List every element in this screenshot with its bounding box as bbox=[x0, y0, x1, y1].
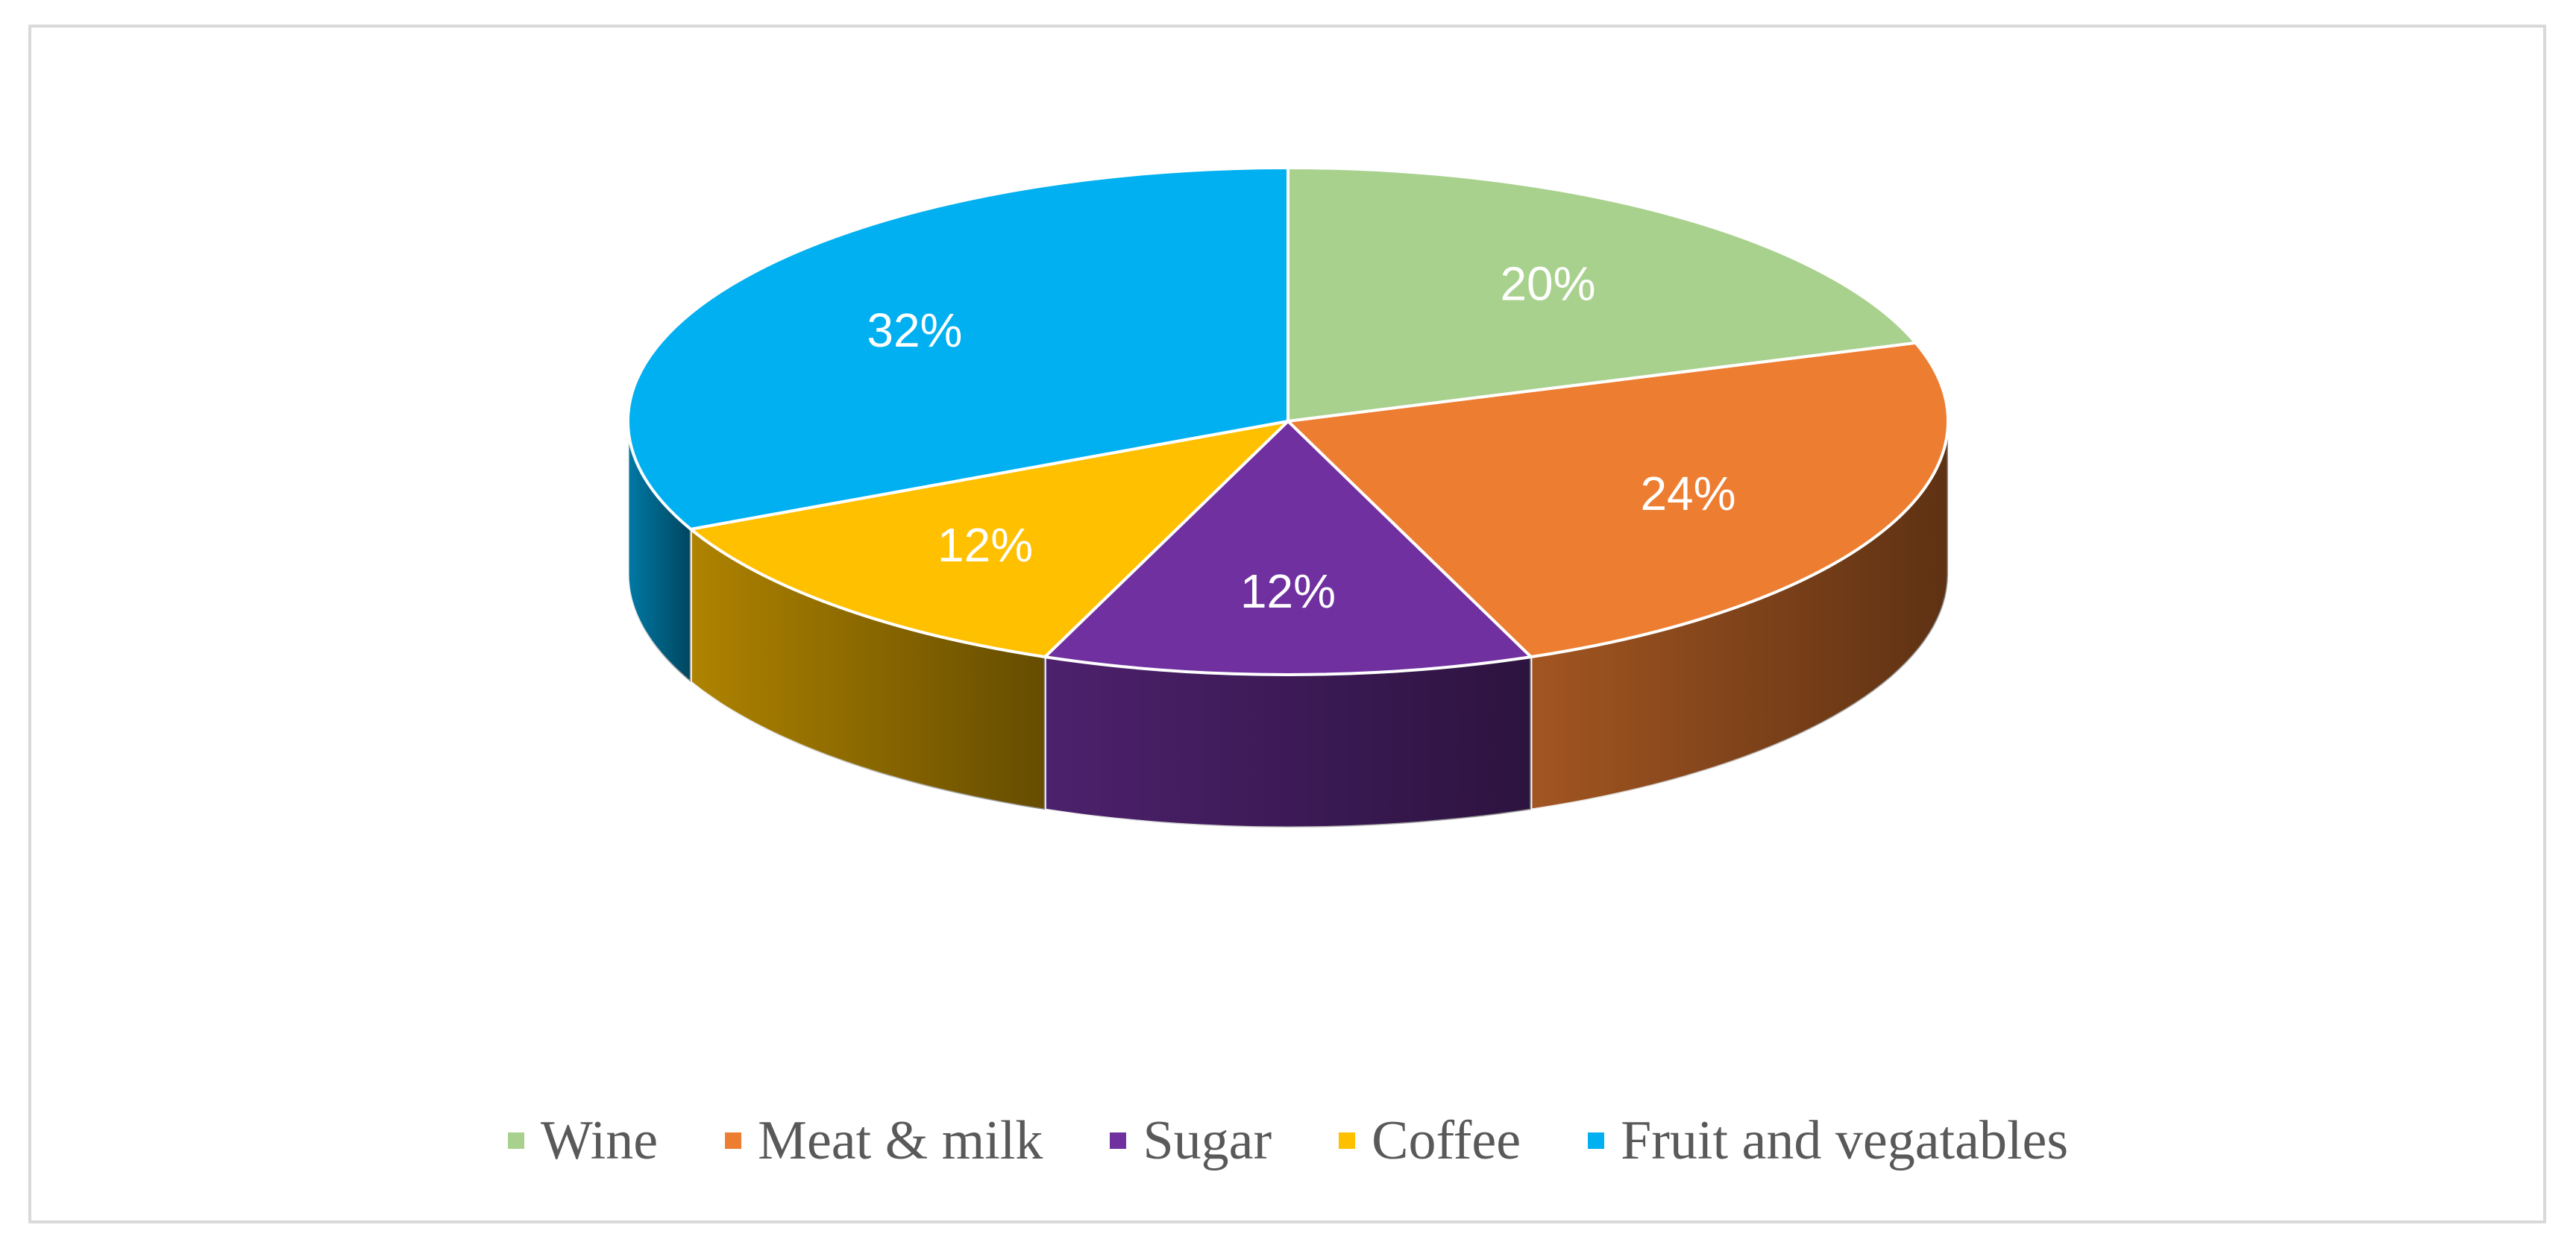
slice-side-shade-coffee bbox=[691, 529, 1046, 810]
data-label-fruit-and-vegatables: 32% bbox=[867, 303, 962, 357]
legend-label-wine: Wine bbox=[540, 1109, 659, 1171]
slice-fruit-and-vegatables bbox=[626, 166, 1289, 531]
data-label-coffee: 12% bbox=[937, 518, 1033, 572]
legend-swatch-meat-milk bbox=[725, 1132, 742, 1149]
slice-side-shade-fruit-and-vegatables bbox=[628, 421, 691, 682]
legend-label-coffee: Coffee bbox=[1372, 1109, 1521, 1171]
legend: Wine Meat & milk Sugar Coffee Fruit and vega… bbox=[0, 1103, 2576, 1178]
legend-swatch-sugar bbox=[1110, 1132, 1127, 1149]
legend-item-wine: Wine bbox=[507, 1109, 659, 1173]
slice-sugar bbox=[1043, 420, 1533, 676]
legend-label-sugar: Sugar bbox=[1143, 1109, 1272, 1171]
slice-side-shade-meat-milk bbox=[1530, 421, 1948, 810]
slice-meat-milk bbox=[1287, 341, 1950, 659]
slice-wine bbox=[1287, 166, 1917, 423]
legend-swatch-coffee bbox=[1339, 1132, 1356, 1149]
slice-side-shade-sugar bbox=[1045, 657, 1531, 828]
data-label-wine: 20% bbox=[1500, 257, 1595, 311]
legend-item-coffee: Coffee bbox=[1339, 1109, 1521, 1173]
legend-item-sugar: Sugar bbox=[1110, 1109, 1272, 1173]
data-label-meat-milk: 24% bbox=[1640, 467, 1735, 520]
legend-label-meat-milk: Meat & milk bbox=[758, 1109, 1043, 1171]
legend-label-fruit-and-vegatables: Fruit and vegatables bbox=[1621, 1109, 2069, 1171]
legend-swatch-fruit-and-vegatables bbox=[1588, 1132, 1605, 1149]
legend-swatch-wine bbox=[507, 1132, 524, 1149]
legend-item-meat-milk: Meat & milk bbox=[725, 1109, 1043, 1173]
legend-item-fruit-and-vegatables: Fruit and vegatables bbox=[1588, 1109, 2068, 1173]
slice-coffee bbox=[689, 420, 1289, 659]
data-label-sugar: 12% bbox=[1240, 564, 1336, 618]
